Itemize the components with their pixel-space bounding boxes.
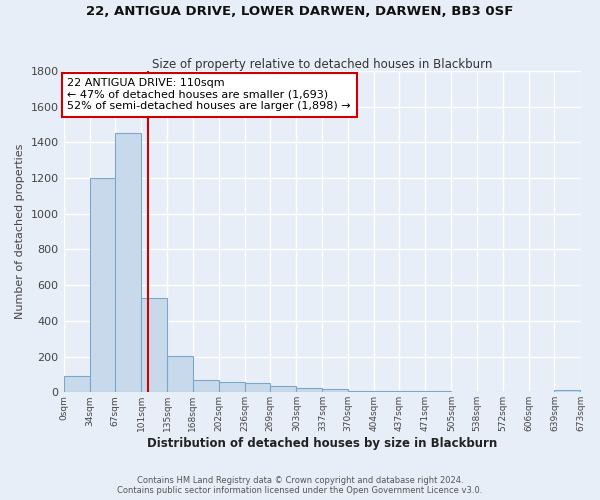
Bar (89, 178, 115, 392)
Bar (219, 382, 245, 392)
Bar (193, 380, 219, 392)
Bar (64, 376, 89, 392)
X-axis label: Distribution of detached houses by size in Blackburn: Distribution of detached houses by size … (147, 437, 497, 450)
Bar (554, 390, 580, 392)
Bar (141, 298, 167, 392)
Bar (245, 384, 270, 392)
Title: Size of property relative to detached houses in Blackburn: Size of property relative to detached ho… (152, 58, 492, 71)
Bar (348, 390, 374, 392)
Text: Contains HM Land Registry data © Crown copyright and database right 2024.
Contai: Contains HM Land Registry data © Crown c… (118, 476, 482, 495)
Text: 22, ANTIGUA DRIVE, LOWER DARWEN, DARWEN, BB3 0SF: 22, ANTIGUA DRIVE, LOWER DARWEN, DARWEN,… (86, 5, 514, 18)
Bar (374, 390, 399, 392)
Bar (270, 386, 296, 392)
Bar (322, 388, 348, 392)
Y-axis label: Number of detached properties: Number of detached properties (15, 144, 25, 320)
Bar (296, 388, 322, 392)
Text: 22 ANTIGUA DRIVE: 110sqm
← 47% of detached houses are smaller (1,693)
52% of sem: 22 ANTIGUA DRIVE: 110sqm ← 47% of detach… (67, 78, 351, 112)
Bar (167, 356, 193, 393)
Bar (115, 132, 141, 392)
